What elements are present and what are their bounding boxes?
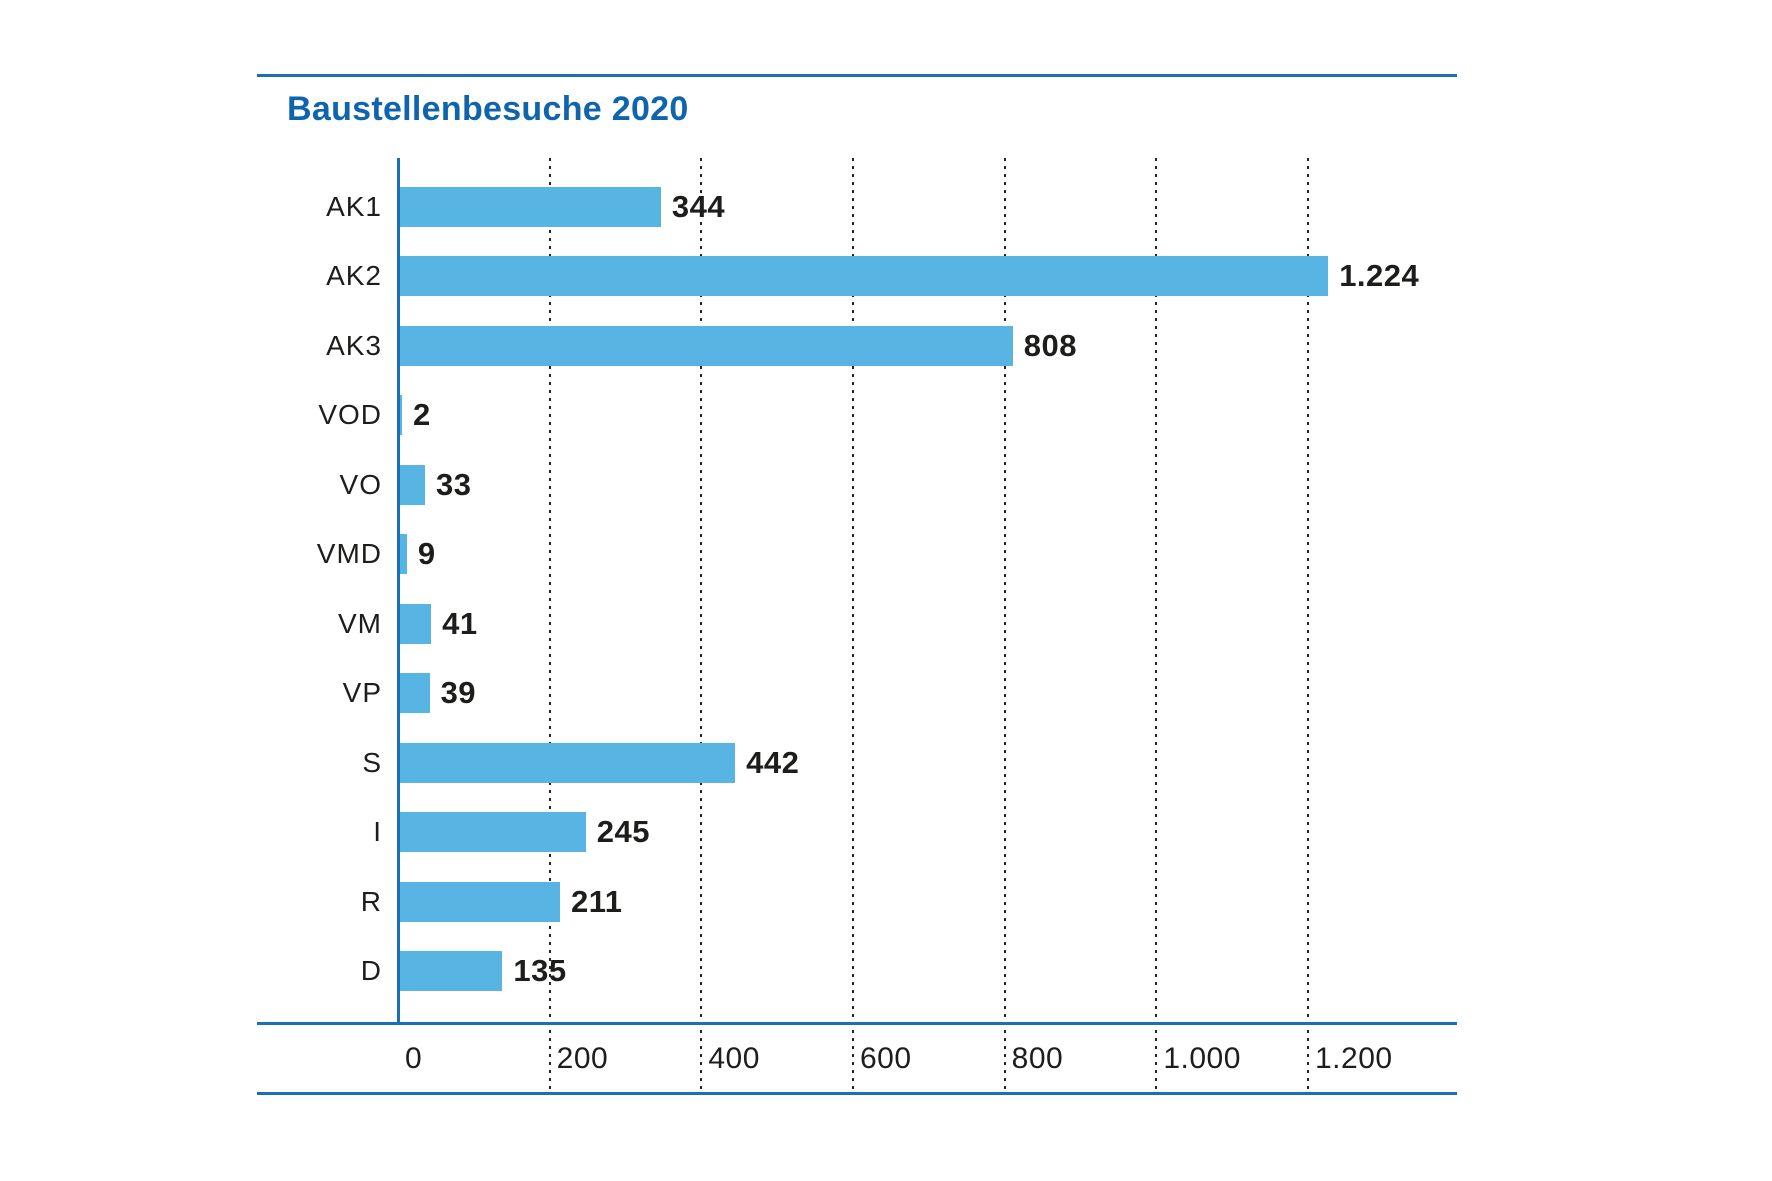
gridline-1200	[1307, 158, 1309, 1095]
category-label: AK2	[326, 260, 382, 292]
value-label: 344	[671, 188, 726, 224]
value-label: 245	[596, 814, 651, 850]
gridline-600	[852, 158, 854, 1095]
bar	[400, 464, 426, 505]
bar-row-vod: VOD 2	[257, 381, 1457, 451]
category-label: I	[373, 816, 382, 848]
y-axis-line	[397, 158, 400, 1025]
value-label: 211	[571, 883, 623, 919]
x-tick-label: 1.200	[1315, 1042, 1393, 1075]
gridline-200	[548, 158, 551, 1095]
bar	[400, 742, 736, 783]
gridline-400	[700, 158, 703, 1095]
bar-chart: AK1 344 AK2 1.224 AK3 808 VOD 2 VO 33 VMD 9 VM 41 VP 39…	[257, 158, 1457, 1095]
bar-row-s: S 442	[257, 728, 1457, 798]
value-label: 135	[513, 953, 567, 989]
bar	[400, 186, 661, 227]
x-tick-label: 1.000	[1163, 1042, 1241, 1075]
category-label: VOD	[318, 399, 382, 431]
bar-row-vmd: VMD 9	[257, 520, 1457, 590]
bar-row-r: R 211	[257, 867, 1457, 937]
gridline-1000	[1155, 158, 1158, 1095]
x-tick-label: 0	[405, 1042, 423, 1075]
value-label: 808	[1023, 327, 1077, 363]
bar-area: 39	[400, 673, 1457, 714]
bar-row-vo: VO 33	[257, 450, 1457, 520]
category-label: VP	[342, 677, 382, 709]
bar-area: 33	[400, 464, 1457, 505]
bottom-rule	[257, 1092, 1457, 1095]
bar	[400, 395, 402, 436]
category-label: AK1	[326, 190, 382, 222]
bar-area: 9	[400, 534, 1457, 575]
value-label: 41	[442, 605, 478, 641]
value-label: 39	[440, 675, 477, 711]
bar-area: 2	[400, 395, 1457, 436]
bar-area: 1.224	[400, 256, 1457, 297]
bar	[400, 603, 432, 644]
bar	[400, 673, 430, 714]
x-tick-label: 200	[556, 1042, 609, 1075]
bar	[400, 534, 407, 575]
bar-row-vm: VM 41	[257, 589, 1457, 659]
value-label: 1.224	[1339, 258, 1420, 294]
category-label: VO	[339, 468, 382, 500]
bar	[400, 256, 1329, 297]
bar-row-ak3: AK3 808	[257, 311, 1457, 381]
bar-area: 344	[400, 186, 1457, 227]
bar-area: 245	[400, 812, 1457, 853]
x-tick-label: 600	[860, 1042, 912, 1075]
value-label: 442	[746, 744, 800, 780]
bar-row-vp: VP 39	[257, 659, 1457, 729]
x-tick-label: 400	[708, 1042, 760, 1075]
bar	[400, 951, 503, 992]
x-tick-label: 800	[1011, 1042, 1064, 1075]
bar	[400, 325, 1013, 366]
category-label: D	[360, 955, 382, 987]
bar-row-ak1: AK1 344	[257, 172, 1457, 242]
category-label: VMD	[316, 538, 382, 570]
category-label: R	[360, 885, 382, 917]
value-label: 2	[413, 397, 431, 433]
gridline-800	[1003, 158, 1006, 1095]
bar-row-d: D 135	[257, 937, 1457, 1007]
x-axis-line	[257, 1022, 1457, 1025]
category-label: S	[362, 746, 382, 778]
category-label: AK3	[326, 329, 382, 361]
bar-rows: AK1 344 AK2 1.224 AK3 808 VOD 2 VO 33 VMD 9 VM 41 VP 39…	[257, 172, 1457, 1006]
bar-area: 135	[400, 951, 1457, 992]
chart-title: Baustellenbesuche 2020	[287, 90, 689, 128]
category-label: VM	[338, 607, 382, 639]
bar-area: 41	[400, 603, 1457, 644]
bar-area: 211	[400, 881, 1457, 922]
bar-row-i: I 245	[257, 798, 1457, 868]
value-label: 33	[436, 466, 472, 502]
x-tick-band: 0 200 400 600 800 1.000 1.200	[257, 1025, 1457, 1092]
bar-area: 442	[400, 742, 1457, 783]
bar-area: 808	[400, 325, 1457, 366]
bar	[400, 812, 586, 853]
top-rule	[257, 74, 1457, 77]
bar	[400, 881, 560, 922]
value-label: 9	[417, 536, 436, 572]
bar-row-ak2: AK2 1.224	[257, 242, 1457, 312]
